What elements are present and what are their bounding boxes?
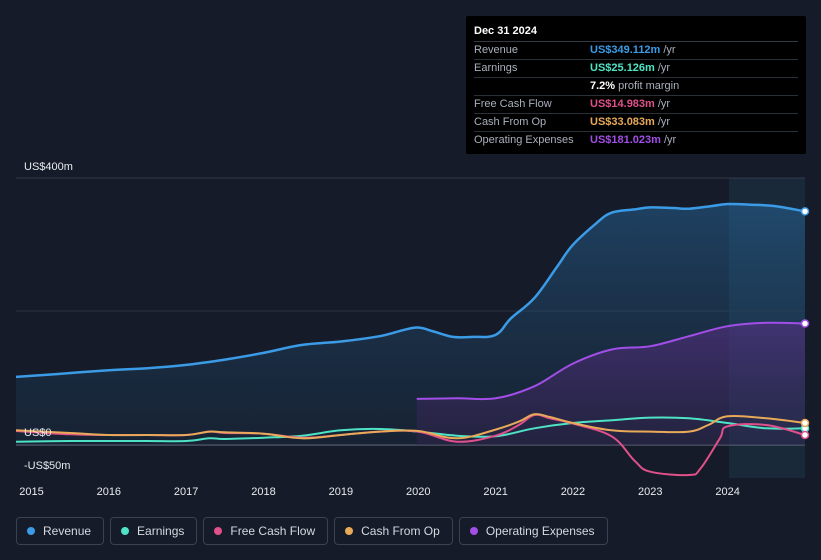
tooltip-value: US$25.126m: [590, 62, 655, 74]
x-tick-label: 2016: [97, 486, 121, 498]
tooltip-unit: profit margin: [618, 80, 680, 92]
legend-dot-icon: [345, 527, 354, 535]
tooltip-unit: /yr: [657, 98, 671, 110]
y-tick-top: US$400m: [24, 161, 73, 173]
tooltip-value: 7.2%: [590, 80, 616, 92]
x-tick-label: 2024: [715, 486, 739, 498]
tooltip-label: Operating Expenses: [474, 134, 574, 146]
tooltip-label: Cash From Op: [474, 116, 547, 128]
legend-label: Cash From Op: [361, 524, 440, 538]
legend-label: Earnings: [137, 524, 185, 538]
x-tick-label: 2017: [174, 486, 198, 498]
x-tick-label: 2022: [561, 486, 585, 498]
tooltip-row: Operating Expenses US$181.023m/yr: [474, 132, 798, 149]
x-tick-label: 2019: [329, 486, 353, 498]
tooltip-value: US$181.023m: [590, 134, 661, 146]
tooltip-label: Earnings: [474, 62, 518, 74]
legend-dot-icon: [121, 527, 130, 535]
x-tick-label: 2020: [406, 486, 430, 498]
cash-from-op-line: [15, 413, 806, 440]
operating-expenses-line: [416, 321, 806, 401]
operating-expenses-area: [416, 322, 805, 445]
tooltip-value: US$14.983m: [590, 98, 655, 110]
tooltip-label: Free Cash Flow: [474, 98, 552, 110]
tooltip-row: Free Cash Flow US$14.983m/yr: [474, 96, 798, 114]
y-tick-zero: US$0: [24, 427, 52, 439]
x-axis: 2015 2016 2017 2018 2019 2020 2021 2022 2023 2024: [19, 486, 740, 498]
tooltip-row: Cash From Op US$33.083m/yr: [474, 114, 798, 132]
tooltip-row: Earnings US$25.126m/yr: [474, 60, 798, 78]
series-layer: [15, 202, 810, 477]
legend-dot-icon: [469, 527, 478, 535]
operating-expenses-end-marker: [800, 319, 810, 328]
revenue-line: [15, 202, 806, 379]
tooltip-row: 7.2% profit margin: [474, 78, 798, 96]
x-tick-label: 2018: [251, 486, 275, 498]
chart: 2015 2016 2017 2018 2019 2020 2021 2022 2023 2024: [15, 177, 810, 498]
tooltip-unit: /yr: [663, 134, 677, 146]
tooltip-value: US$349.112m: [590, 44, 661, 56]
revenue-end-marker: [800, 207, 810, 216]
tooltip-unit: /yr: [657, 116, 671, 128]
free-cash-flow-end-marker: [800, 430, 810, 440]
tooltip-label: Revenue: [474, 44, 519, 56]
legend-label: Free Cash Flow: [230, 524, 316, 538]
x-tick-label: 2023: [638, 486, 662, 498]
legend-item-free-cash-flow[interactable]: Free Cash Flow: [203, 517, 329, 545]
legend: Revenue Earnings Free Cash Flow Cash From O…: [16, 517, 608, 545]
y-tick-bottom: -US$50m: [24, 460, 71, 472]
tooltip-label: [474, 78, 590, 95]
tooltip-unit: /yr: [663, 44, 676, 56]
cash-from-op-end-marker: [800, 418, 810, 428]
legend-dot-icon: [214, 527, 223, 535]
x-tick-label: 2015: [19, 486, 43, 498]
legend-item-operating-expenses[interactable]: Operating Expenses: [458, 517, 608, 545]
legend-label: Operating Expenses: [485, 524, 595, 538]
legend-item-revenue[interactable]: Revenue: [16, 517, 105, 545]
tooltip-value: US$33.083m: [590, 116, 655, 128]
legend-dot-icon: [27, 527, 35, 535]
legend-label: Revenue: [43, 524, 92, 538]
tooltip-panel: Dec 31 2024 Revenue US$349.112m/yr Earning…: [466, 16, 806, 154]
tooltip-row: Revenue US$349.112m/yr: [474, 42, 798, 60]
tooltip-unit: /yr: [657, 62, 671, 74]
legend-item-earnings[interactable]: Earnings: [110, 517, 198, 545]
legend-item-cash-from-op[interactable]: Cash From Op: [334, 517, 453, 545]
tooltip-date: Dec 31 2024: [474, 24, 798, 42]
x-tick-label: 2021: [483, 486, 507, 498]
